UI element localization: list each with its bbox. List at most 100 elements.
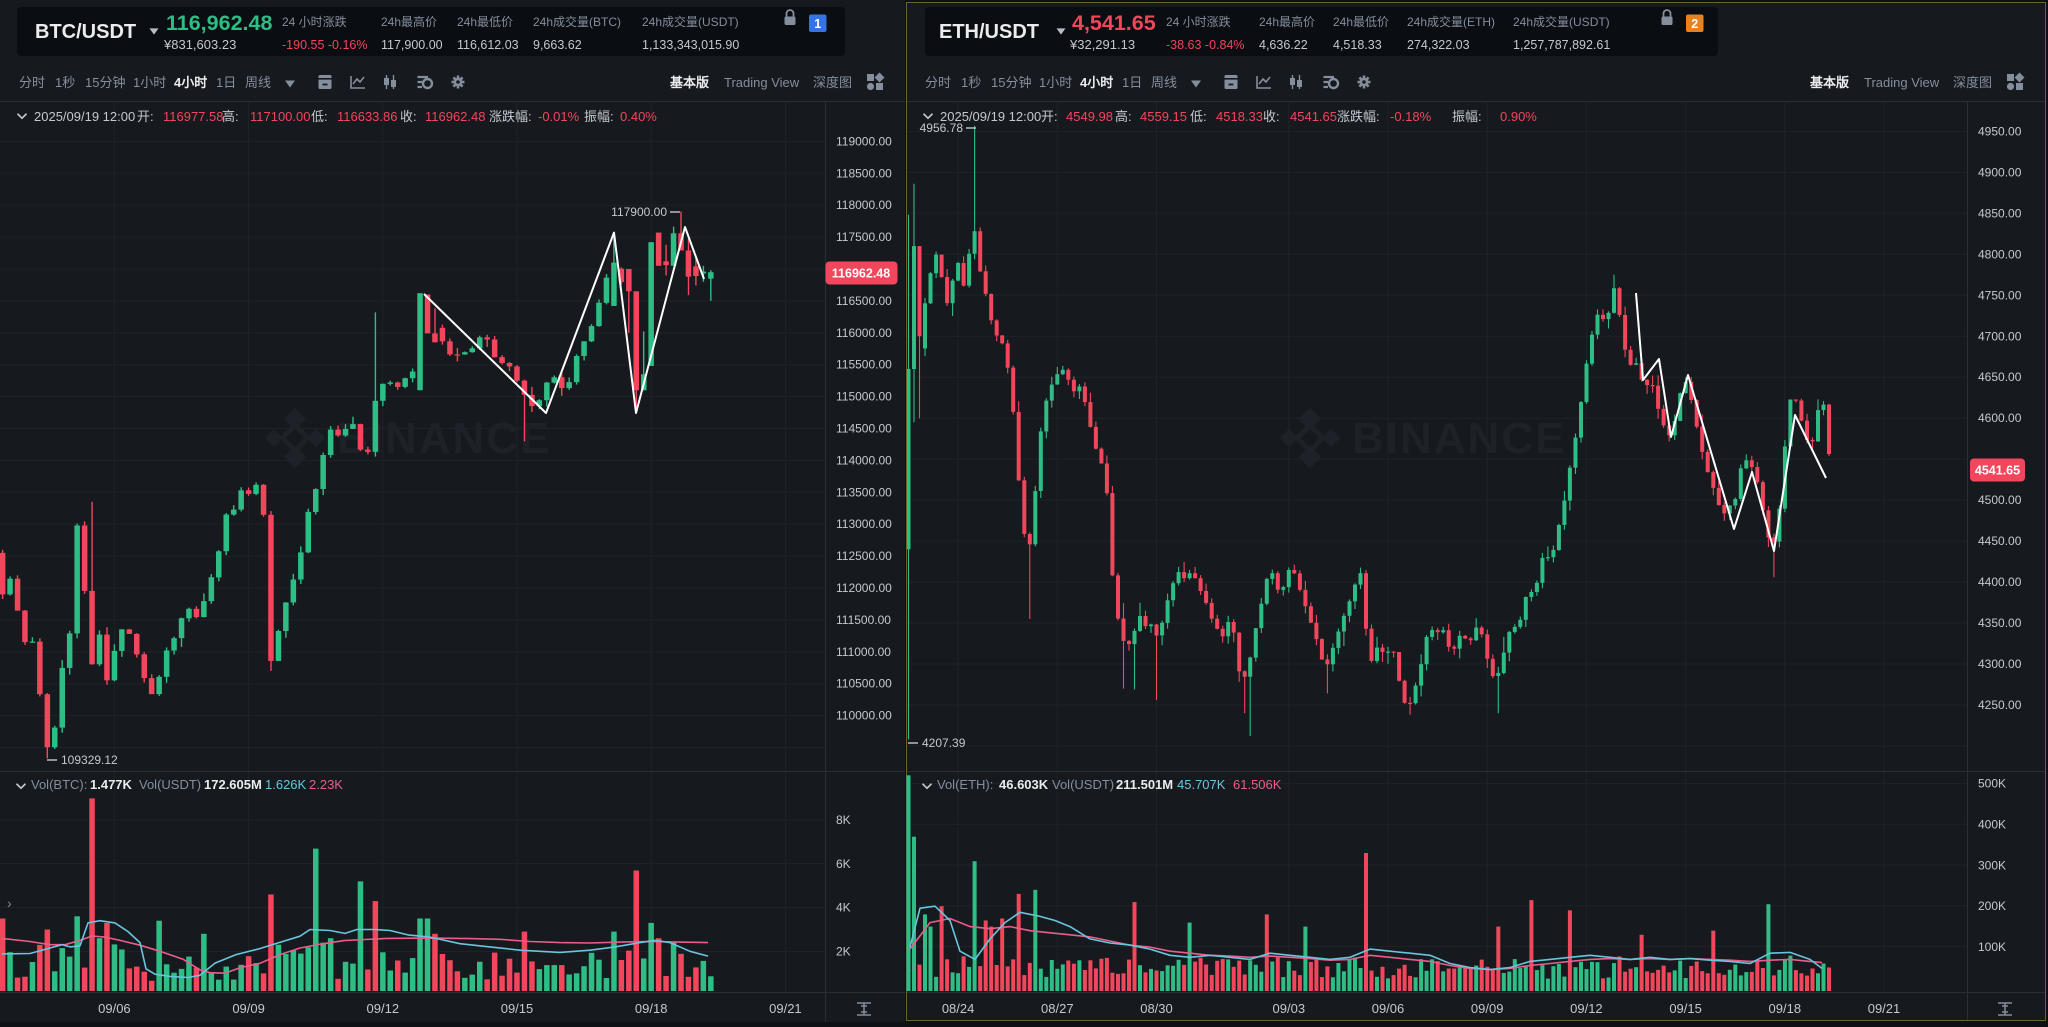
svg-text:118000.00: 118000.00 xyxy=(836,198,892,212)
svg-text:117100.00: 117100.00 xyxy=(250,109,311,124)
svg-text:分时: 分时 xyxy=(925,75,951,90)
svg-text:振幅:: 振幅: xyxy=(1452,109,1482,124)
svg-text:1,133,343,015.90: 1,133,343,015.90 xyxy=(642,38,739,52)
svg-text:Vol(USDT): Vol(USDT) xyxy=(139,777,201,792)
svg-text:4950.00: 4950.00 xyxy=(1978,124,2022,138)
svg-text:Vol(USDT): Vol(USDT) xyxy=(1052,777,1114,792)
svg-text:4207.39: 4207.39 xyxy=(922,736,966,750)
svg-text:¥32,291.13: ¥32,291.13 xyxy=(1069,37,1135,52)
svg-text:1日: 1日 xyxy=(1122,75,1142,90)
svg-text:-0.01%: -0.01% xyxy=(538,109,580,124)
svg-text:24h成交量(ETH): 24h成交量(ETH) xyxy=(1407,14,1495,29)
svg-text:2025/09/19 12:00: 2025/09/19 12:00 xyxy=(34,109,135,124)
svg-text:24 小时涨跌: 24 小时涨跌 xyxy=(282,14,347,29)
svg-text:09/18: 09/18 xyxy=(635,1001,668,1016)
svg-text:111000.00: 111000.00 xyxy=(836,645,891,659)
svg-text:09/15: 09/15 xyxy=(1669,1001,1702,1016)
svg-text:Vol(ETH):: Vol(ETH): xyxy=(937,777,993,792)
svg-text:BTC/USDT: BTC/USDT xyxy=(35,21,136,43)
svg-text:116962.48: 116962.48 xyxy=(425,109,486,124)
svg-text:09/21: 09/21 xyxy=(1868,1001,1901,1016)
svg-text:深度图: 深度图 xyxy=(813,75,852,90)
svg-text:24 小时涨跌: 24 小时涨跌 xyxy=(1166,14,1231,29)
svg-text:深度图: 深度图 xyxy=(1953,75,1992,90)
svg-text:0.40%: 0.40% xyxy=(620,109,657,124)
svg-text:115500.00: 115500.00 xyxy=(836,358,892,372)
svg-text:300K: 300K xyxy=(1978,858,2006,872)
svg-text:116000.00: 116000.00 xyxy=(836,326,892,340)
svg-text:274,322.03: 274,322.03 xyxy=(1407,38,1470,52)
svg-text:116962.48: 116962.48 xyxy=(832,267,890,281)
svg-text:4,636.22: 4,636.22 xyxy=(1259,38,1308,52)
svg-text:09/03: 09/03 xyxy=(1273,1001,1306,1016)
svg-text:117,900.00: 117,900.00 xyxy=(381,38,443,52)
svg-text:100K: 100K xyxy=(1978,940,2006,954)
svg-text:15分钟: 15分钟 xyxy=(991,75,1031,90)
svg-text:115000.00: 115000.00 xyxy=(836,390,892,404)
svg-text:24h最高价: 24h最高价 xyxy=(381,14,437,29)
svg-text:Trading View: Trading View xyxy=(724,75,800,90)
svg-text:172.605M: 172.605M xyxy=(204,777,262,792)
svg-text:46.603K: 46.603K xyxy=(999,777,1049,792)
svg-text:-190.55 -0.16%: -190.55 -0.16% xyxy=(282,38,367,52)
svg-text:4,518.33: 4,518.33 xyxy=(1333,38,1382,52)
svg-text:09/12: 09/12 xyxy=(1570,1001,1603,1016)
svg-text:4小时: 4小时 xyxy=(1080,75,1113,90)
svg-text:涨跌幅:: 涨跌幅: xyxy=(489,109,532,124)
svg-text:116500.00: 116500.00 xyxy=(836,294,892,308)
svg-text:119000.00: 119000.00 xyxy=(836,134,892,148)
svg-text:涨跌幅:: 涨跌幅: xyxy=(1337,109,1380,124)
svg-text:09/12: 09/12 xyxy=(367,1001,400,1016)
svg-text:1.626K: 1.626K xyxy=(265,777,307,792)
svg-text:08/30: 08/30 xyxy=(1140,1001,1173,1016)
svg-text:24h成交量(BTC): 24h成交量(BTC) xyxy=(533,14,621,29)
svg-text:116977.58: 116977.58 xyxy=(163,109,224,124)
svg-text:117900.00: 117900.00 xyxy=(611,205,667,219)
svg-text:4800.00: 4800.00 xyxy=(1978,247,2022,261)
svg-text:4541.65: 4541.65 xyxy=(1975,464,2020,478)
svg-text:低:: 低: xyxy=(1190,109,1207,124)
svg-text:开:: 开: xyxy=(137,109,154,124)
svg-text:117500.00: 117500.00 xyxy=(836,230,892,244)
svg-text:周线: 周线 xyxy=(1151,75,1177,90)
svg-text:高:: 高: xyxy=(1115,109,1132,124)
svg-text:09/21: 09/21 xyxy=(769,1001,802,1016)
svg-text:1秒: 1秒 xyxy=(961,75,981,90)
svg-text:2.23K: 2.23K xyxy=(309,777,343,792)
svg-text:109329.12: 109329.12 xyxy=(61,753,118,767)
svg-text:114000.00: 114000.00 xyxy=(836,453,892,467)
svg-text:Trading View: Trading View xyxy=(1864,75,1940,90)
svg-text:6K: 6K xyxy=(836,857,851,871)
svg-text:4900.00: 4900.00 xyxy=(1978,165,2022,179)
svg-text:09/09: 09/09 xyxy=(1471,1001,1504,1016)
svg-text:118500.00: 118500.00 xyxy=(836,166,892,180)
svg-text:110500.00: 110500.00 xyxy=(836,677,892,691)
svg-text:112500.00: 112500.00 xyxy=(836,549,892,563)
svg-text:113000.00: 113000.00 xyxy=(836,517,892,531)
svg-text:¥831,603.23: ¥831,603.23 xyxy=(163,37,236,52)
svg-text:500K: 500K xyxy=(1978,777,2006,791)
svg-text:BINANCE: BINANCE xyxy=(337,414,551,463)
svg-text:1.477K: 1.477K xyxy=(90,777,133,792)
svg-text:-0.18%: -0.18% xyxy=(1390,109,1432,124)
svg-text:BINANCE: BINANCE xyxy=(1352,414,1566,463)
svg-text:113500.00: 113500.00 xyxy=(836,485,892,499)
svg-text:开:: 开: xyxy=(1041,109,1058,124)
svg-text:2025/09/19 12:00: 2025/09/19 12:00 xyxy=(940,109,1041,124)
svg-text:114500.00: 114500.00 xyxy=(836,422,892,436)
svg-text:4650.00: 4650.00 xyxy=(1978,370,2022,384)
svg-text:1小时: 1小时 xyxy=(1039,75,1072,90)
svg-text:45.707K: 45.707K xyxy=(1177,777,1226,792)
svg-text:116,962.48: 116,962.48 xyxy=(166,11,272,35)
svg-text:1日: 1日 xyxy=(216,75,236,90)
svg-text:Vol(BTC):: Vol(BTC): xyxy=(31,777,87,792)
svg-text:211.501M: 211.501M xyxy=(1116,777,1173,792)
svg-text:8K: 8K xyxy=(836,813,851,827)
svg-text:24h成交量(USDT): 24h成交量(USDT) xyxy=(1513,14,1610,29)
svg-text:4518.33: 4518.33 xyxy=(1216,109,1263,124)
svg-text:›: › xyxy=(911,959,916,975)
svg-text:周线: 周线 xyxy=(245,75,271,90)
svg-text:4400.00: 4400.00 xyxy=(1978,575,2022,589)
svg-text:收:: 收: xyxy=(400,109,417,124)
svg-text:24h最低价: 24h最低价 xyxy=(1333,15,1389,29)
